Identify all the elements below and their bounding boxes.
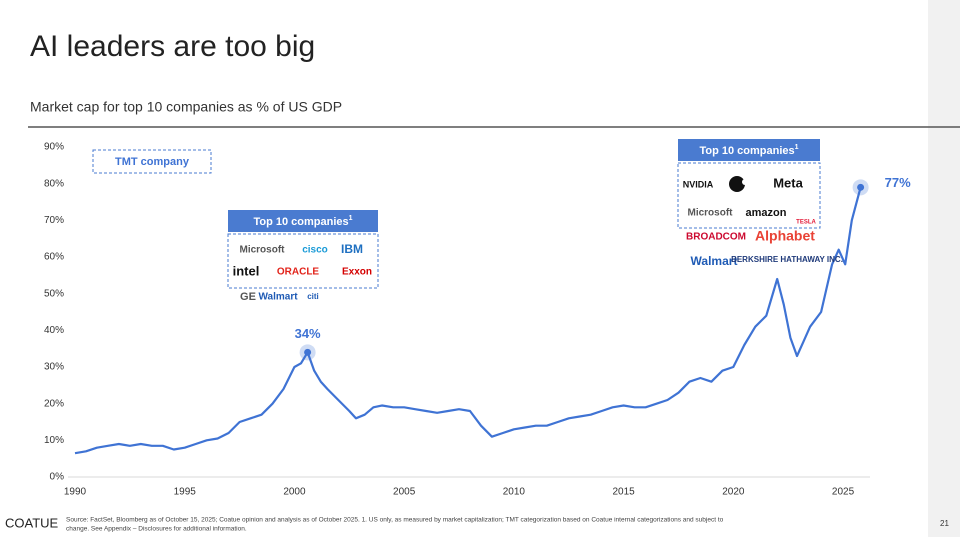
y-tick-label: 80% <box>44 178 64 189</box>
x-tick-label: 1995 <box>174 487 197 498</box>
callout-footnote-mark: 1 <box>795 144 799 151</box>
legend-box <box>92 149 212 174</box>
apple-icon <box>729 176 745 192</box>
y-tick-label: 0% <box>50 472 65 483</box>
y-tick-label: 90% <box>44 142 64 153</box>
x-tick-label: 2025 <box>832 487 855 498</box>
x-tick-label: 2010 <box>503 487 526 498</box>
company-logo: GE <box>240 291 256 303</box>
company-logo: citi <box>307 292 319 301</box>
y-tick-label: 20% <box>44 398 64 409</box>
company-logo: cisco <box>302 245 328 256</box>
page-number: 21 <box>940 519 949 528</box>
apple-bite <box>742 179 748 185</box>
company-logo: BERKSHIRE HATHAWAY INC. <box>731 255 843 264</box>
x-tick-label: 2020 <box>722 487 745 498</box>
callout-box <box>227 233 379 289</box>
brand: COATUE <box>5 515 59 530</box>
x-tick-label: 2005 <box>393 487 416 498</box>
title: AI leaders are too big <box>30 30 315 63</box>
y-tick-label: 50% <box>44 288 64 299</box>
annotation: 77% <box>885 175 911 190</box>
y-tick-label: 70% <box>44 215 64 226</box>
x-tick-label: 2015 <box>612 487 635 498</box>
peak-dot <box>304 348 312 356</box>
callout-box <box>677 162 821 229</box>
line <box>74 187 862 455</box>
callout-header <box>228 210 378 232</box>
company-logo: BROADCOM <box>686 232 746 243</box>
company-logo: intel <box>233 263 260 278</box>
company-logo: Microsoft <box>240 245 286 256</box>
company-logo: ORACLE <box>277 267 320 278</box>
y-tick-label: 40% <box>44 325 64 336</box>
company-logo: IBM <box>341 242 363 256</box>
callout-title: Top 10 companies1 <box>699 144 798 157</box>
company-logo: Alphabet <box>755 228 815 244</box>
callout-title-text: Top 10 companies <box>253 216 348 228</box>
company-logo: Walmart <box>258 292 298 303</box>
company-logo: Exxon <box>342 267 372 278</box>
y-tick-label: 60% <box>44 252 64 263</box>
company-logo: Walmart <box>691 254 738 268</box>
x-tick-label: 1990 <box>64 487 87 498</box>
company-logo: Microsoft <box>688 208 734 219</box>
peak-dot <box>857 183 865 191</box>
company-logo: NVIDIA <box>683 179 714 189</box>
company-logo: amazon <box>746 207 787 219</box>
source-line: change. See Appendix – Disclosures for a… <box>66 526 247 533</box>
subtitle: Market cap for top 10 companies as % of … <box>30 99 342 115</box>
y-tick-label: 10% <box>44 435 64 446</box>
callout-header <box>678 139 820 161</box>
callout-footnote-mark: 1 <box>349 215 353 222</box>
legend-label: TMT company <box>115 156 190 168</box>
source-line: Source: FactSet, Bloomberg as of October… <box>66 517 724 524</box>
company-logo: TESLA <box>796 220 816 226</box>
y-tick-label: 30% <box>44 362 64 373</box>
side-band <box>928 0 960 537</box>
callout-title: Top 10 companies1 <box>253 215 352 228</box>
callout-title-text: Top 10 companies <box>699 145 794 157</box>
company-logo: Meta <box>773 175 803 190</box>
x-tick-label: 2000 <box>283 487 306 498</box>
annotation: 34% <box>295 326 321 341</box>
